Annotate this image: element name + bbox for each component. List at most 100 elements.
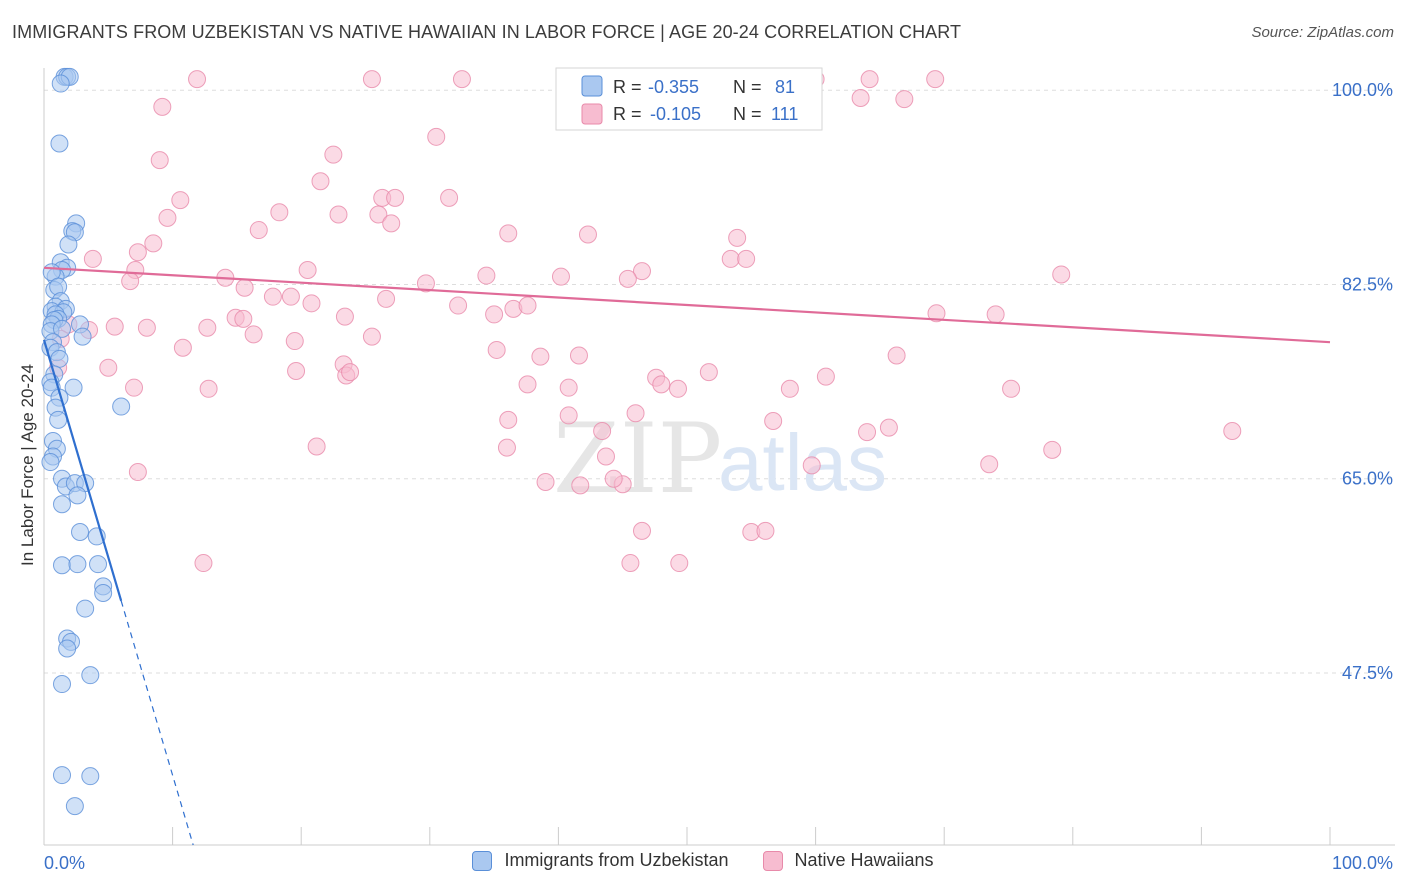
native-hawaiian-point xyxy=(477,266,496,285)
uzbekistan-point xyxy=(53,319,72,338)
native-hawaiian-point xyxy=(150,151,169,170)
native-hawaiian-point xyxy=(858,423,877,442)
native-hawaiian-point xyxy=(144,234,163,253)
native-hawaiian-point xyxy=(362,70,381,89)
legend-top: R = -0.355 N = 81 R = -0.105 N = 111 xyxy=(555,67,823,131)
legend-label-uzbekistan: Immigrants from Uzbekistan xyxy=(504,850,729,870)
uzbekistan-point xyxy=(73,327,92,346)
native-hawaiian-point xyxy=(99,358,118,377)
uzbekistan-point xyxy=(50,349,69,368)
native-hawaiian-point xyxy=(198,318,217,337)
legend-swatch-pink xyxy=(581,103,603,125)
chart-title: IMMIGRANTS FROM UZBEKISTAN VS NATIVE HAW… xyxy=(12,22,962,42)
legend-r-label-1: R = xyxy=(613,77,642,97)
native-hawaiian-point xyxy=(860,70,879,89)
native-hawaiian-point xyxy=(518,296,537,315)
native-hawaiian-point xyxy=(756,521,775,540)
uzbekistan-point xyxy=(53,766,72,785)
legend-item-native-hawaiians[interactable]: Native Hawaiians xyxy=(762,850,934,871)
native-hawaiian-point xyxy=(194,554,213,573)
uzbekistan-point xyxy=(65,797,84,816)
native-hawaiian-point xyxy=(670,554,689,573)
native-hawaiian-point xyxy=(721,249,740,268)
y-tick-label: 100.0% xyxy=(1332,80,1393,100)
native-hawaiian-point xyxy=(1223,421,1242,440)
native-hawaiian-point xyxy=(531,347,550,366)
uzbekistan-point xyxy=(68,486,87,505)
native-hawaiian-point xyxy=(737,249,756,268)
native-hawaiian-point xyxy=(895,90,914,109)
native-hawaiian-point xyxy=(307,437,326,456)
native-hawaiian-point xyxy=(105,317,124,336)
native-hawaiian-point xyxy=(125,378,144,397)
native-hawaiian-point xyxy=(802,456,821,475)
native-hawaiian-point xyxy=(887,346,906,365)
native-hawaiian-point xyxy=(499,410,518,429)
native-hawaiian-point xyxy=(497,438,516,457)
uzbekistan-point xyxy=(89,555,108,574)
uzbekistan-point xyxy=(53,495,72,514)
legend-swatch-blue xyxy=(581,75,603,97)
native-hawaiian-point xyxy=(621,554,640,573)
native-hawaiian-point xyxy=(427,127,446,146)
native-hawaiian-point xyxy=(281,287,300,306)
native-hawaiian-point xyxy=(362,327,381,346)
native-hawaiian-point xyxy=(137,318,156,337)
native-hawaiian-point xyxy=(244,325,263,344)
native-hawaiian-point xyxy=(927,304,946,323)
uzbekistan-point xyxy=(50,134,69,153)
uzbekistan-trend-extension xyxy=(120,600,194,846)
native-hawaiian-point xyxy=(128,463,147,482)
uzbekistan-point xyxy=(53,675,72,694)
native-hawaiian-point xyxy=(234,309,253,328)
x-tick-labels: 0.0% 100.0% xyxy=(44,853,1393,873)
native-hawaiian-point xyxy=(158,208,177,227)
source-label: Source: ZipAtlas.com xyxy=(1251,24,1394,41)
native-hawaiian-point xyxy=(449,296,468,315)
native-hawaiian-point xyxy=(341,363,360,382)
native-hawaiian-point xyxy=(263,287,282,306)
native-hawaiian-point xyxy=(416,274,435,293)
native-hawaiian-point xyxy=(596,447,615,466)
y-tick-labels: 47.5% 65.0% 82.5% 100.0% xyxy=(1332,80,1393,683)
y-tick-label: 65.0% xyxy=(1342,469,1393,489)
native-hawaiian-point xyxy=(311,172,330,191)
native-hawaiian-point xyxy=(377,289,396,308)
native-hawaiian-point xyxy=(485,305,504,324)
uzbekistan-point xyxy=(76,599,95,618)
uzbekistan-point xyxy=(68,555,87,574)
native-hawaiian-point xyxy=(329,205,348,224)
native-hawaiian-point xyxy=(1052,265,1071,284)
native-hawaiian-point xyxy=(188,70,207,89)
legend-n-value-2: 111 xyxy=(771,104,798,124)
legend-n-label-1: N = xyxy=(733,77,762,97)
native-hawaiian-point xyxy=(83,249,102,268)
uzbekistan-point xyxy=(64,378,83,397)
uzbekistan-point xyxy=(81,666,100,685)
native-hawaiian-point xyxy=(626,404,645,423)
uzbekistan-point xyxy=(71,522,90,541)
native-hawaiian-point xyxy=(128,243,147,262)
native-hawaiian-point xyxy=(518,375,537,394)
uzbekistan-point xyxy=(41,453,60,472)
legend-item-uzbekistan[interactable]: Immigrants from Uzbekistan xyxy=(472,850,729,871)
native-hawaiian-point xyxy=(604,469,623,488)
native-hawaiian-point xyxy=(559,378,578,397)
uzbekistan-trend-line xyxy=(42,339,123,602)
native-hawaiian-point xyxy=(235,278,254,297)
native-hawaiian-point xyxy=(618,269,637,288)
native-hawaiian-point xyxy=(536,473,555,492)
y-tick-label: 47.5% xyxy=(1342,663,1393,683)
native-hawaiian-point xyxy=(369,205,388,224)
native-hawaiian-point xyxy=(879,418,898,437)
native-hawaiian-point xyxy=(559,406,578,425)
uzbekistan-point xyxy=(112,397,131,416)
native-hawaiian-point xyxy=(632,262,651,281)
x-tick-label-0: 0.0% xyxy=(44,853,85,873)
native-hawaiian-point xyxy=(171,191,190,210)
native-hawaiian-point xyxy=(551,267,570,286)
native-hawaiian-point xyxy=(986,305,1005,324)
native-hawaiian-point xyxy=(728,228,747,247)
uzbekistan-point xyxy=(51,74,70,93)
native-hawaiian-point xyxy=(121,272,140,291)
